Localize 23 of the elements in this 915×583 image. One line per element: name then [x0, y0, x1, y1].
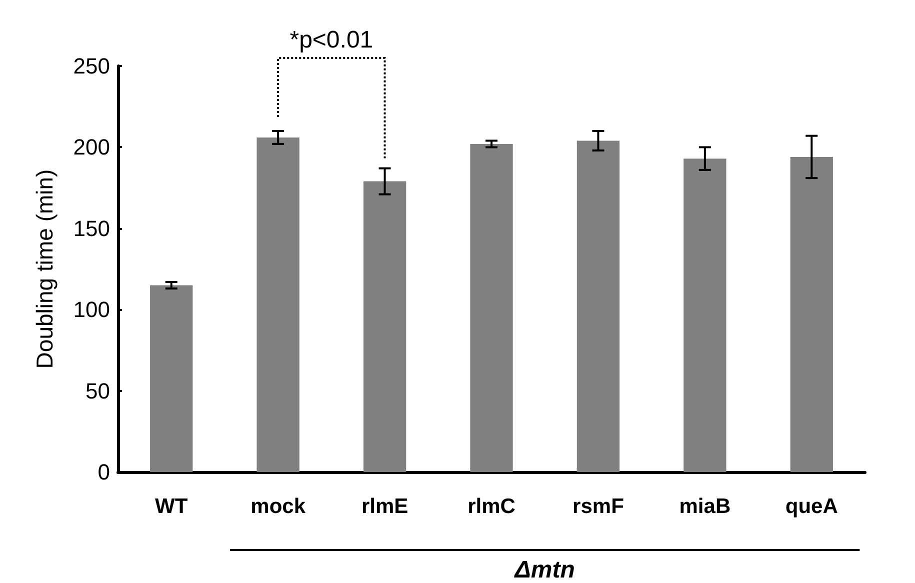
text: *p<0.01	[290, 26, 374, 54]
text: Δmtn	[514, 556, 575, 583]
y-tick-label: 0	[98, 460, 110, 484]
x-tick-label: queA	[785, 495, 838, 518]
x-tick-label: rlmC	[468, 495, 516, 518]
y-tick-label: 250	[73, 54, 110, 78]
y-axis-title: Doubling time (min)	[32, 169, 58, 369]
bar	[790, 156, 833, 472]
x-tick-label: miaB	[679, 495, 731, 518]
bar	[470, 144, 513, 472]
x-tick-label: WT	[155, 495, 188, 518]
y-tick-label: 200	[73, 134, 110, 160]
x-tick-label: rlmE	[361, 495, 408, 518]
y-tick-label: 50	[86, 378, 110, 404]
bar	[256, 137, 300, 472]
bar	[150, 285, 193, 472]
bar	[576, 140, 620, 472]
x-tick-label: rsmF	[572, 495, 624, 518]
x-tick-label: mock	[250, 495, 306, 518]
bar	[363, 181, 406, 472]
y-tick-label: 150	[73, 216, 110, 241]
bar	[684, 158, 726, 472]
y-tick-label: 100	[73, 297, 110, 322]
